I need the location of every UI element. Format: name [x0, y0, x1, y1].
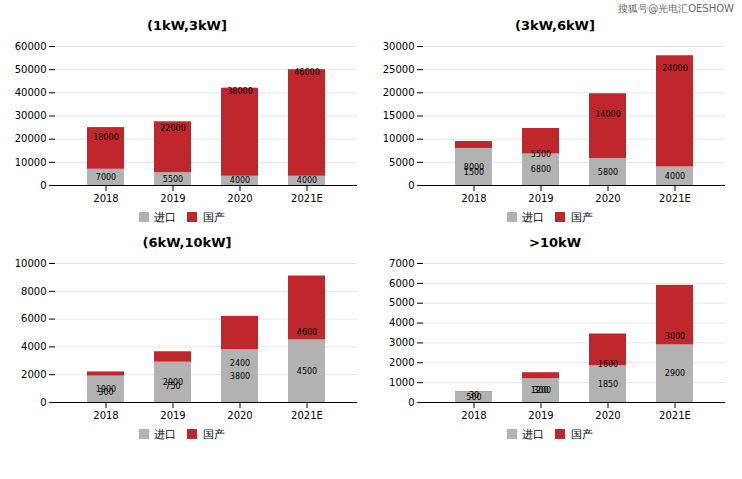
svg-text:1500: 1500	[464, 168, 484, 177]
svg-text:5000: 5000	[389, 297, 414, 308]
svg-text:7000: 7000	[96, 173, 116, 182]
svg-text:30: 30	[469, 391, 479, 400]
svg-text:2019: 2019	[528, 410, 553, 421]
svg-text:2000: 2000	[389, 357, 414, 368]
svg-text:18000: 18000	[93, 133, 118, 142]
svg-text:2020: 2020	[595, 410, 620, 421]
svg-text:38000: 38000	[227, 87, 252, 96]
svg-text:2021E: 2021E	[291, 410, 323, 421]
svg-text:20000: 20000	[15, 133, 47, 144]
svg-text:5000: 5000	[389, 157, 414, 168]
svg-text:1200: 1200	[531, 386, 551, 395]
html-text:国产: 国产	[202, 427, 225, 441]
svg-text:30000: 30000	[383, 41, 415, 52]
html-text:国产: 国产	[570, 427, 593, 441]
svg-text:8000: 8000	[21, 286, 46, 297]
svg-text:0: 0	[408, 397, 414, 408]
svg-text:7000: 7000	[389, 258, 414, 269]
svg-text:3000: 3000	[665, 332, 685, 341]
svg-text:2000: 2000	[21, 369, 46, 380]
svg-text:0: 0	[40, 180, 46, 191]
svg-text:0: 0	[408, 180, 414, 191]
svg-text:4000: 4000	[389, 317, 414, 328]
svg-text:2019: 2019	[160, 193, 185, 204]
svg-text:5500: 5500	[531, 150, 551, 159]
svg-text:4000: 4000	[230, 176, 250, 185]
svg-text:2900: 2900	[665, 369, 685, 378]
html-text:国产: 国产	[570, 210, 593, 224]
html-text:国产: 国产	[202, 210, 225, 224]
svg-text:2019: 2019	[160, 410, 185, 421]
svg-text:2018: 2018	[461, 193, 486, 204]
svg-text:30000: 30000	[15, 110, 47, 121]
svg-text:25000: 25000	[383, 64, 415, 75]
svg-text:60000: 60000	[15, 41, 47, 52]
svg-text:10000: 10000	[15, 258, 47, 269]
html-text:>10kW: >10kW	[529, 235, 581, 250]
svg-text:2020: 2020	[227, 193, 252, 204]
html-text:(3kW,6kW]: (3kW,6kW]	[515, 18, 595, 33]
svg-text:2021E: 2021E	[291, 193, 323, 204]
svg-text:2019: 2019	[528, 193, 553, 204]
svg-text:2018: 2018	[461, 410, 486, 421]
svg-text:1600: 1600	[598, 360, 618, 369]
svg-text:2020: 2020	[227, 410, 252, 421]
svg-text:1850: 1850	[598, 380, 618, 389]
svg-text:6000: 6000	[389, 278, 414, 289]
svg-text:2021E: 2021E	[659, 410, 691, 421]
svg-text:6800: 6800	[531, 165, 551, 174]
svg-text:300: 300	[98, 388, 113, 397]
svg-text:5500: 5500	[163, 175, 183, 184]
html-text:进口: 进口	[522, 210, 544, 224]
svg-text:3800: 3800	[230, 372, 250, 381]
svg-text:4600: 4600	[297, 328, 317, 337]
svg-text:4000: 4000	[665, 172, 685, 181]
svg-text:0: 0	[40, 397, 46, 408]
html-text:(1kW,3kW]: (1kW,3kW]	[147, 18, 227, 33]
svg-text:8000: 8000	[463, 162, 485, 172]
svg-text:4000: 4000	[297, 176, 317, 185]
svg-text:4000: 4000	[21, 341, 46, 352]
svg-text:46000: 46000	[294, 68, 319, 77]
svg-text:1000: 1000	[389, 377, 414, 388]
svg-text:22000: 22000	[160, 124, 185, 133]
svg-text:15000: 15000	[383, 110, 415, 121]
svg-text:40000: 40000	[15, 87, 47, 98]
svg-text:750: 750	[165, 382, 180, 391]
svg-text:3000: 3000	[389, 337, 414, 348]
html-text:进口: 进口	[154, 210, 176, 224]
svg-text:50000: 50000	[15, 64, 47, 75]
html-text:进口: 进口	[154, 427, 176, 441]
html-text:(6kW,10kW]: (6kW,10kW]	[142, 235, 232, 250]
svg-text:2018: 2018	[93, 410, 118, 421]
svg-text:20000: 20000	[383, 87, 415, 98]
svg-text:300: 300	[533, 386, 548, 395]
svg-text:2020: 2020	[595, 193, 620, 204]
svg-text:2018: 2018	[93, 193, 118, 204]
svg-text:6000: 6000	[21, 313, 46, 324]
svg-text:4500: 4500	[297, 367, 317, 376]
svg-text:2400: 2400	[230, 359, 250, 368]
svg-text:10000: 10000	[383, 133, 415, 144]
svg-text:14000: 14000	[595, 110, 620, 119]
svg-text:24000: 24000	[662, 64, 687, 73]
html-text:进口: 进口	[522, 427, 544, 441]
html-text:搜狐号@光电汇OESHOW: 搜狐号@光电汇OESHOW	[618, 3, 734, 14]
svg-text:2021E: 2021E	[659, 193, 691, 204]
svg-text:5800: 5800	[598, 168, 618, 177]
svg-text:10000: 10000	[15, 157, 47, 168]
